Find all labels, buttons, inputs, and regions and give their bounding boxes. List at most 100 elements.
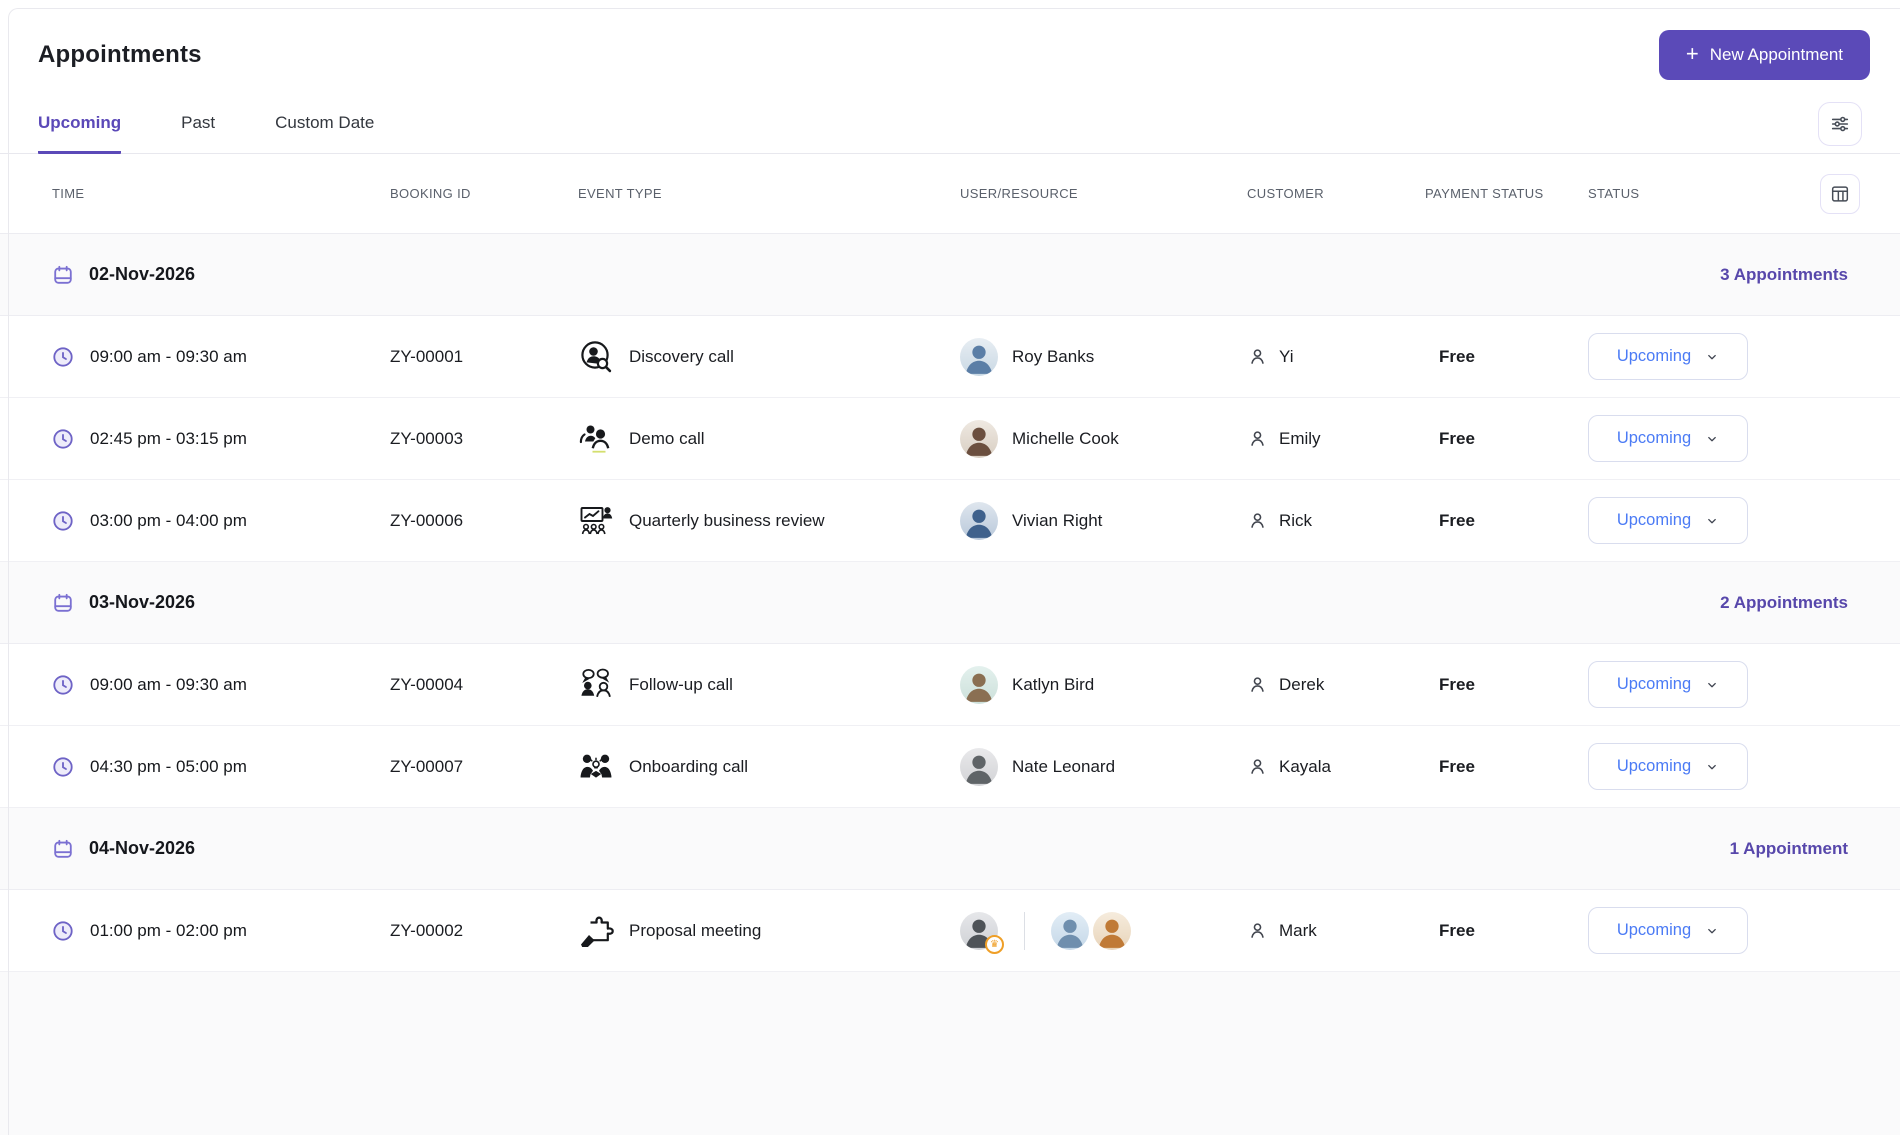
appointment-time: 04:30 pm - 05:00 pm <box>90 756 247 776</box>
event-type-label: Discovery call <box>629 346 734 366</box>
group-count: 2 Appointments <box>1720 592 1848 612</box>
booking-id: ZY-00003 <box>390 428 464 448</box>
chevron-down-icon <box>1705 924 1719 938</box>
discovery-call-icon <box>578 339 614 375</box>
clock-icon <box>52 756 74 778</box>
avatar <box>960 665 998 704</box>
column-header-user-resource: USER/RESOURCE <box>960 186 1078 201</box>
booking-id: ZY-00001 <box>390 346 464 366</box>
date-group-header: 04-Nov-2026 1 Appointment <box>0 808 1900 890</box>
new-appointment-label: New Appointment <box>1709 45 1843 64</box>
tab-past[interactable]: Past <box>181 112 216 132</box>
appointment-time: 09:00 am - 09:30 am <box>90 346 247 366</box>
customer-icon <box>1247 510 1268 531</box>
status-dropdown[interactable]: Upcoming <box>1588 661 1748 708</box>
status-dropdown[interactable]: Upcoming <box>1588 497 1748 544</box>
status-dropdown[interactable]: Upcoming <box>1588 907 1748 954</box>
clock-icon <box>52 346 74 368</box>
customer-name: Emily <box>1279 428 1321 448</box>
user-name: Katlyn Bird <box>1012 674 1095 694</box>
page-header: Appointments + New Appointment <box>0 30 1900 80</box>
customer-name: Derek <box>1279 674 1325 694</box>
column-header-booking-id: BOOKING ID <box>390 186 471 201</box>
booking-id: ZY-00006 <box>390 510 464 530</box>
booking-id: ZY-00004 <box>390 674 464 694</box>
event-type-label: Demo call <box>629 428 705 448</box>
table-header-row: TIME BOOKING ID EVENT TYPE USER/RESOURCE… <box>0 154 1900 234</box>
user-name: Vivian Right <box>1012 510 1103 530</box>
group-count: 3 Appointments <box>1720 264 1848 284</box>
status-label: Upcoming <box>1616 511 1692 529</box>
status-dropdown[interactable]: Upcoming <box>1588 415 1748 462</box>
tab-bar: Upcoming Past Custom Date <box>0 94 1900 154</box>
chevron-down-icon <box>1705 514 1719 528</box>
appointment-row[interactable]: 04:30 pm - 05:00 pm ZY-00007 Onboarding … <box>0 726 1900 808</box>
customer-name: Yi <box>1279 346 1294 366</box>
payment-status: Free <box>1439 674 1475 694</box>
payment-status: Free <box>1439 756 1475 776</box>
status-dropdown[interactable]: Upcoming <box>1588 333 1748 380</box>
chevron-down-icon <box>1705 678 1719 692</box>
appointment-row[interactable]: 09:00 am - 09:30 am ZY-00004 Follow-up c… <box>0 644 1900 726</box>
clock-icon <box>52 674 74 696</box>
column-header-time: TIME <box>52 186 85 201</box>
page-title: Appointments <box>38 41 202 68</box>
date-group-header: 03-Nov-2026 2 Appointments <box>0 562 1900 644</box>
proposal-meeting-icon <box>578 913 614 949</box>
group-date: 03-Nov-2026 <box>89 592 196 612</box>
chevron-down-icon <box>1705 432 1719 446</box>
attendee-avatar <box>1093 911 1131 950</box>
appointment-row[interactable]: 09:00 am - 09:30 am ZY-00001 Discovery c… <box>0 316 1900 398</box>
avatar-divider <box>1024 911 1025 950</box>
event-type-label: Quarterly business review <box>629 510 825 530</box>
appointment-time: 03:00 pm - 04:00 pm <box>90 510 247 530</box>
event-type-label: Proposal meeting <box>629 920 762 940</box>
tab-upcoming[interactable]: Upcoming <box>38 94 122 154</box>
clock-icon <box>52 510 74 532</box>
appointment-row[interactable]: 02:45 pm - 03:15 pm ZY-00003 Demo call M… <box>0 398 1900 480</box>
demo-call-icon <box>578 421 614 457</box>
user-name: Michelle Cook <box>1012 428 1119 448</box>
clock-icon <box>52 920 74 942</box>
appointment-row[interactable]: 01:00 pm - 02:00 pm ZY-00002 Proposal me… <box>0 890 1900 972</box>
avatar <box>960 419 998 458</box>
user-name: Roy Banks <box>1012 346 1095 366</box>
group-date: 04-Nov-2026 <box>89 838 196 858</box>
column-header-event-type: EVENT TYPE <box>578 186 662 201</box>
avatar <box>960 747 998 786</box>
columns-icon <box>1829 183 1851 205</box>
tab-custom-date[interactable]: Custom Date <box>275 112 375 132</box>
clock-icon <box>52 428 74 450</box>
payment-status: Free <box>1439 510 1475 530</box>
avatar <box>960 337 998 376</box>
appointment-time: 01:00 pm - 02:00 pm <box>90 920 247 940</box>
calendar-icon <box>52 264 74 286</box>
host-avatar: ♛ <box>960 911 1004 954</box>
follow-up-call-icon <box>578 667 614 703</box>
attendee-avatar <box>1051 911 1089 950</box>
new-appointment-button[interactable]: + New Appointment <box>1658 30 1870 80</box>
plus-icon: + <box>1685 41 1699 66</box>
customer-icon <box>1247 920 1268 941</box>
payment-status: Free <box>1439 428 1475 448</box>
appointment-time: 02:45 pm - 03:15 pm <box>90 428 247 448</box>
avatar <box>960 501 998 540</box>
filter-button[interactable] <box>1818 101 1862 146</box>
status-dropdown[interactable]: Upcoming <box>1588 743 1748 790</box>
customer-name: Mark <box>1279 920 1317 940</box>
customer-icon <box>1247 674 1268 695</box>
column-header-customer: CUSTOMER <box>1247 186 1324 201</box>
booking-id: ZY-00007 <box>390 756 464 776</box>
status-label: Upcoming <box>1616 921 1692 939</box>
calendar-icon <box>52 838 74 860</box>
event-type-label: Follow-up call <box>629 674 733 694</box>
bottom-filler <box>0 972 1900 1135</box>
onboarding-call-icon <box>578 749 614 785</box>
event-type-label: Onboarding call <box>629 756 749 776</box>
column-header-status: STATUS <box>1588 186 1640 201</box>
customer-icon <box>1247 756 1268 777</box>
manage-columns-button[interactable] <box>1820 173 1860 214</box>
customer-name: Rick <box>1279 510 1313 530</box>
appointment-row[interactable]: 03:00 pm - 04:00 pm ZY-00006 Quarterly b… <box>0 480 1900 562</box>
